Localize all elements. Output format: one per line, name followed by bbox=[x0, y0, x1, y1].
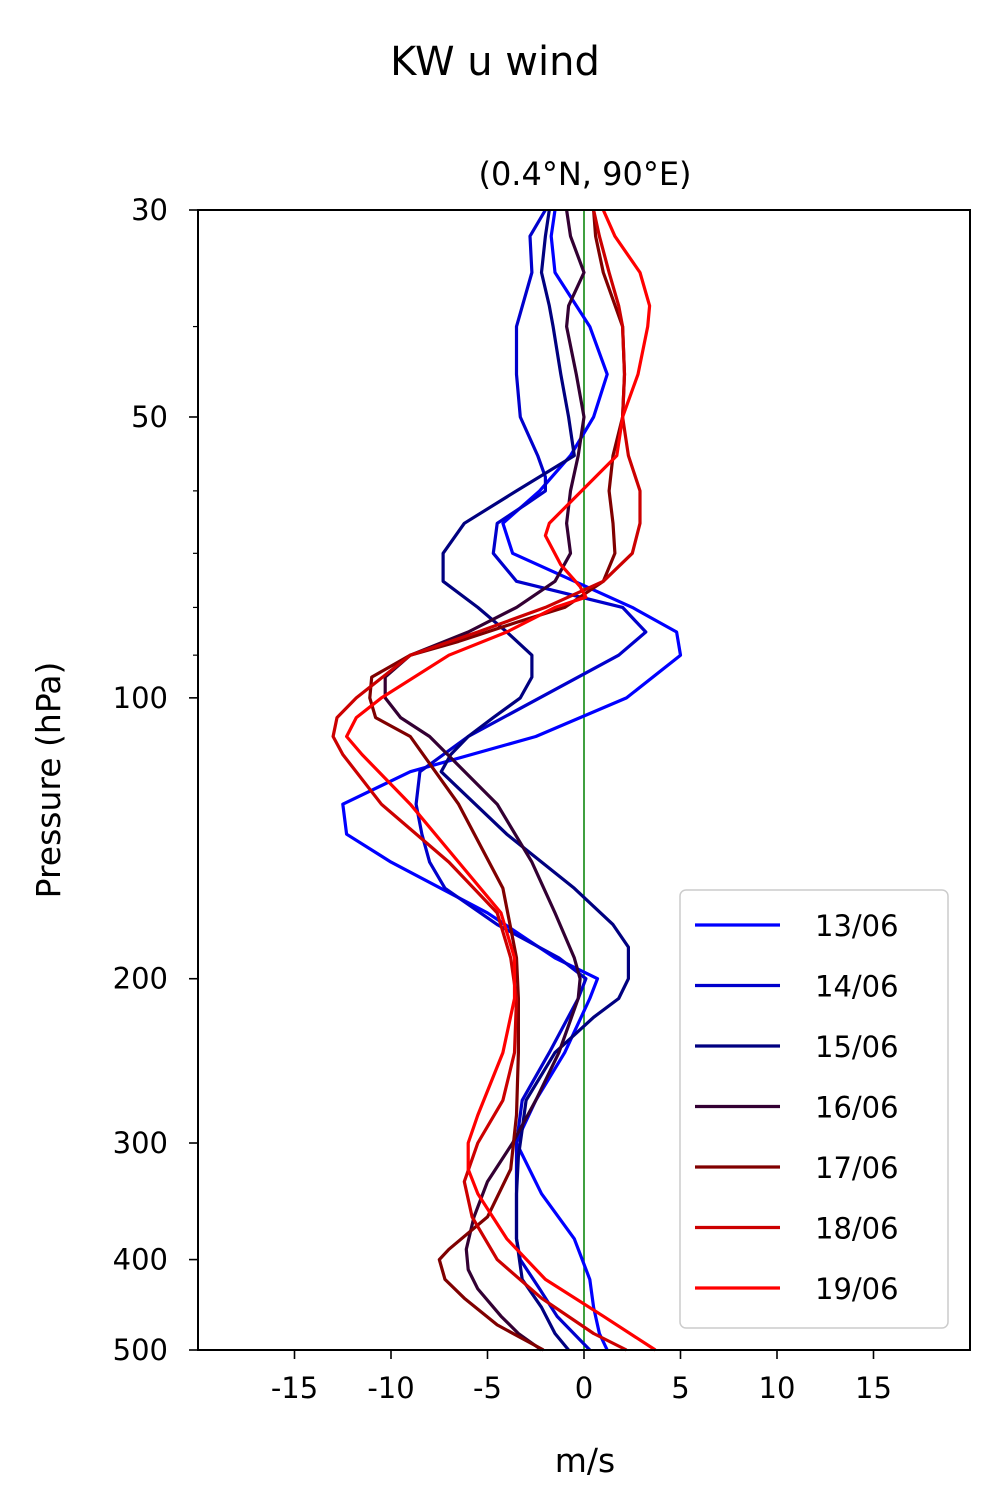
chart-subtitle: (0.4°N, 90°E) bbox=[478, 155, 691, 193]
legend-label: 15/06 bbox=[815, 1030, 899, 1064]
x-axis-label: m/s bbox=[555, 1441, 615, 1480]
legend: 13/06 14/06 15/06 16/06 17/06 18/06 19/06 bbox=[679, 889, 949, 1329]
y-tick-label: 500 bbox=[113, 1333, 168, 1367]
x-tick-label: 15 bbox=[855, 1371, 892, 1405]
chart-title: KW u wind bbox=[390, 39, 600, 85]
x-tick-label: -5 bbox=[473, 1371, 502, 1405]
y-tick-label: 300 bbox=[113, 1126, 168, 1160]
y-tick-label: 50 bbox=[131, 400, 168, 434]
x-tick-label: 10 bbox=[759, 1371, 796, 1405]
legend-label: 19/06 bbox=[815, 1272, 899, 1306]
series-line-14-06 bbox=[414, 209, 648, 1352]
series-line-17-06 bbox=[368, 209, 627, 1352]
y-tick-label: 30 bbox=[131, 193, 168, 227]
legend-box bbox=[679, 889, 949, 1329]
y-tick-label: 200 bbox=[113, 962, 168, 996]
series-line-16-06 bbox=[383, 209, 586, 1352]
y-tick-label: 400 bbox=[113, 1243, 168, 1277]
series-line-19-06 bbox=[345, 209, 657, 1352]
legend-label: 17/06 bbox=[815, 1151, 899, 1185]
legend-label: 14/06 bbox=[815, 970, 899, 1004]
series-line-18-06 bbox=[331, 209, 642, 1352]
series-line-15-06 bbox=[439, 209, 631, 1352]
legend-label: 13/06 bbox=[815, 909, 899, 943]
x-tick-label: -15 bbox=[271, 1371, 318, 1405]
legend-label: 18/06 bbox=[815, 1212, 899, 1246]
plot-frame bbox=[197, 209, 971, 1351]
x-tick-label: 5 bbox=[671, 1371, 689, 1405]
axis-ticks: -15 -10 -5 0 5 10 15 30 50 100 200 300 400 500 bbox=[113, 193, 892, 1405]
series-line-13-06 bbox=[341, 209, 683, 1351]
y-tick-label: 100 bbox=[113, 681, 168, 715]
plot-area bbox=[331, 209, 683, 1352]
x-tick-label: 0 bbox=[575, 1371, 593, 1405]
legend-label: 16/06 bbox=[815, 1091, 899, 1125]
x-tick-label: -10 bbox=[367, 1371, 414, 1405]
y-axis-label: Pressure (hPa) bbox=[29, 662, 68, 899]
